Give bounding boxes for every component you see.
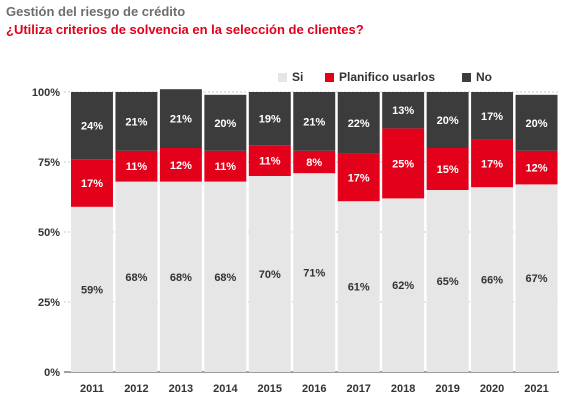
bar-segment-si xyxy=(115,181,158,372)
bar-segment-no xyxy=(159,89,202,148)
data-label-si: 68% xyxy=(214,272,236,284)
bar-segment-no xyxy=(71,92,113,160)
y-tick-label: 75% xyxy=(38,157,60,169)
x-tick-label: 2012 xyxy=(124,383,148,395)
data-label-planifico: 11% xyxy=(215,161,237,173)
bar-segment-planifico xyxy=(515,150,558,185)
data-label-si: 68% xyxy=(170,272,192,284)
bar-segment-si xyxy=(515,184,558,372)
data-label-si: 70% xyxy=(259,269,281,281)
x-tick-label: 2013 xyxy=(169,383,193,395)
bar-segment-no xyxy=(248,92,291,146)
data-label-si: 62% xyxy=(392,280,414,292)
bar-segment-planifico xyxy=(471,139,514,188)
data-label-no: 20% xyxy=(437,115,459,127)
data-label-planifico: 11% xyxy=(259,156,281,168)
legend-swatch-planifico xyxy=(325,73,334,82)
data-label-no: 20% xyxy=(526,118,548,130)
legend-swatch-no xyxy=(462,73,471,82)
data-label-si: 65% xyxy=(437,276,459,288)
data-label-planifico: 12% xyxy=(526,163,548,175)
data-label-si: 61% xyxy=(348,282,370,294)
data-label-si: 67% xyxy=(526,273,548,285)
data-label-planifico: 17% xyxy=(481,158,503,170)
bar-segment-planifico xyxy=(71,159,113,207)
legend-item-si: Si xyxy=(278,70,303,84)
x-tick-label: 2018 xyxy=(391,383,415,395)
data-label-no: 13% xyxy=(392,105,414,117)
data-label-planifico: 15% xyxy=(437,164,459,176)
bar-segment-planifico xyxy=(382,128,425,199)
data-label-no: 20% xyxy=(214,118,236,130)
data-label-planifico: 11% xyxy=(126,161,148,173)
data-label-no: 21% xyxy=(125,116,147,128)
bar-segment-si xyxy=(71,206,113,372)
bar-segment-planifico xyxy=(293,150,336,174)
x-tick-label: 2017 xyxy=(346,383,370,395)
bar-segment-planifico xyxy=(337,153,380,202)
bar-segment-planifico xyxy=(248,145,291,176)
legend-swatch-si xyxy=(278,73,287,82)
x-tick-label: 2015 xyxy=(258,383,282,395)
legend-item-planifico: Planifico usarlos xyxy=(325,70,435,84)
legend-label-no: No xyxy=(476,70,492,84)
bar-segment-planifico xyxy=(115,150,158,182)
legend-item-no: No xyxy=(462,70,492,84)
bar-segment-no xyxy=(204,94,247,151)
data-label-si: 71% xyxy=(303,268,325,280)
bar-segment-si xyxy=(248,176,291,372)
x-tick-label: 2021 xyxy=(524,383,548,395)
data-label-no: 21% xyxy=(170,114,192,126)
bar-segment-planifico xyxy=(159,148,202,182)
data-label-planifico: 17% xyxy=(348,172,370,184)
legend-label-planifico: Planifico usarlos xyxy=(339,70,436,84)
data-label-no: 24% xyxy=(81,121,103,133)
bar-segment-si xyxy=(382,198,425,372)
bar-segment-si xyxy=(471,187,514,372)
x-tick-label: 2019 xyxy=(435,383,459,395)
bar-segment-si xyxy=(337,201,380,372)
legend: Si Planifico usarlos No xyxy=(0,70,569,86)
data-label-no: 22% xyxy=(348,118,370,130)
x-tick-label: 2014 xyxy=(213,383,238,395)
data-label-no: 21% xyxy=(303,116,325,128)
bar-segment-si xyxy=(159,181,202,372)
chart-title: Gestión del riesgo de crédito xyxy=(6,4,186,19)
legend-label-si: Si xyxy=(292,70,304,84)
bar-segment-no xyxy=(293,92,336,151)
bar-segment-no xyxy=(115,92,158,151)
x-tick-label: 2020 xyxy=(480,383,504,395)
y-tick-label: 25% xyxy=(38,297,60,309)
data-label-planifico: 17% xyxy=(81,178,103,190)
bar-segment-si xyxy=(293,173,336,372)
bar-segment-no xyxy=(515,94,558,151)
bar-segment-si xyxy=(204,181,247,372)
data-label-no: 19% xyxy=(259,114,281,126)
data-label-planifico: 8% xyxy=(306,157,322,169)
bar-segment-no xyxy=(382,92,425,129)
bar-segment-no xyxy=(426,92,469,148)
data-label-planifico: 12% xyxy=(170,160,192,172)
bar-segment-planifico xyxy=(426,148,469,190)
data-label-si: 66% xyxy=(481,275,503,287)
bar-segment-si xyxy=(426,190,469,372)
y-tick-label: 50% xyxy=(38,227,60,239)
y-tick-label: 0% xyxy=(44,367,60,379)
data-label-no: 17% xyxy=(481,111,503,123)
data-label-planifico: 25% xyxy=(392,158,414,170)
bar-segment-planifico xyxy=(204,150,247,182)
bar-segment-no xyxy=(471,92,514,140)
y-tick-label: 100% xyxy=(32,87,60,99)
x-tick-label: 2011 xyxy=(80,383,104,395)
x-tick-label: 2016 xyxy=(302,383,326,395)
data-label-si: 59% xyxy=(81,284,103,296)
bar-segment-no xyxy=(337,92,380,154)
data-label-si: 68% xyxy=(125,272,147,284)
chart-subtitle: ¿Utiliza criterios de solvencia en la se… xyxy=(6,22,364,37)
